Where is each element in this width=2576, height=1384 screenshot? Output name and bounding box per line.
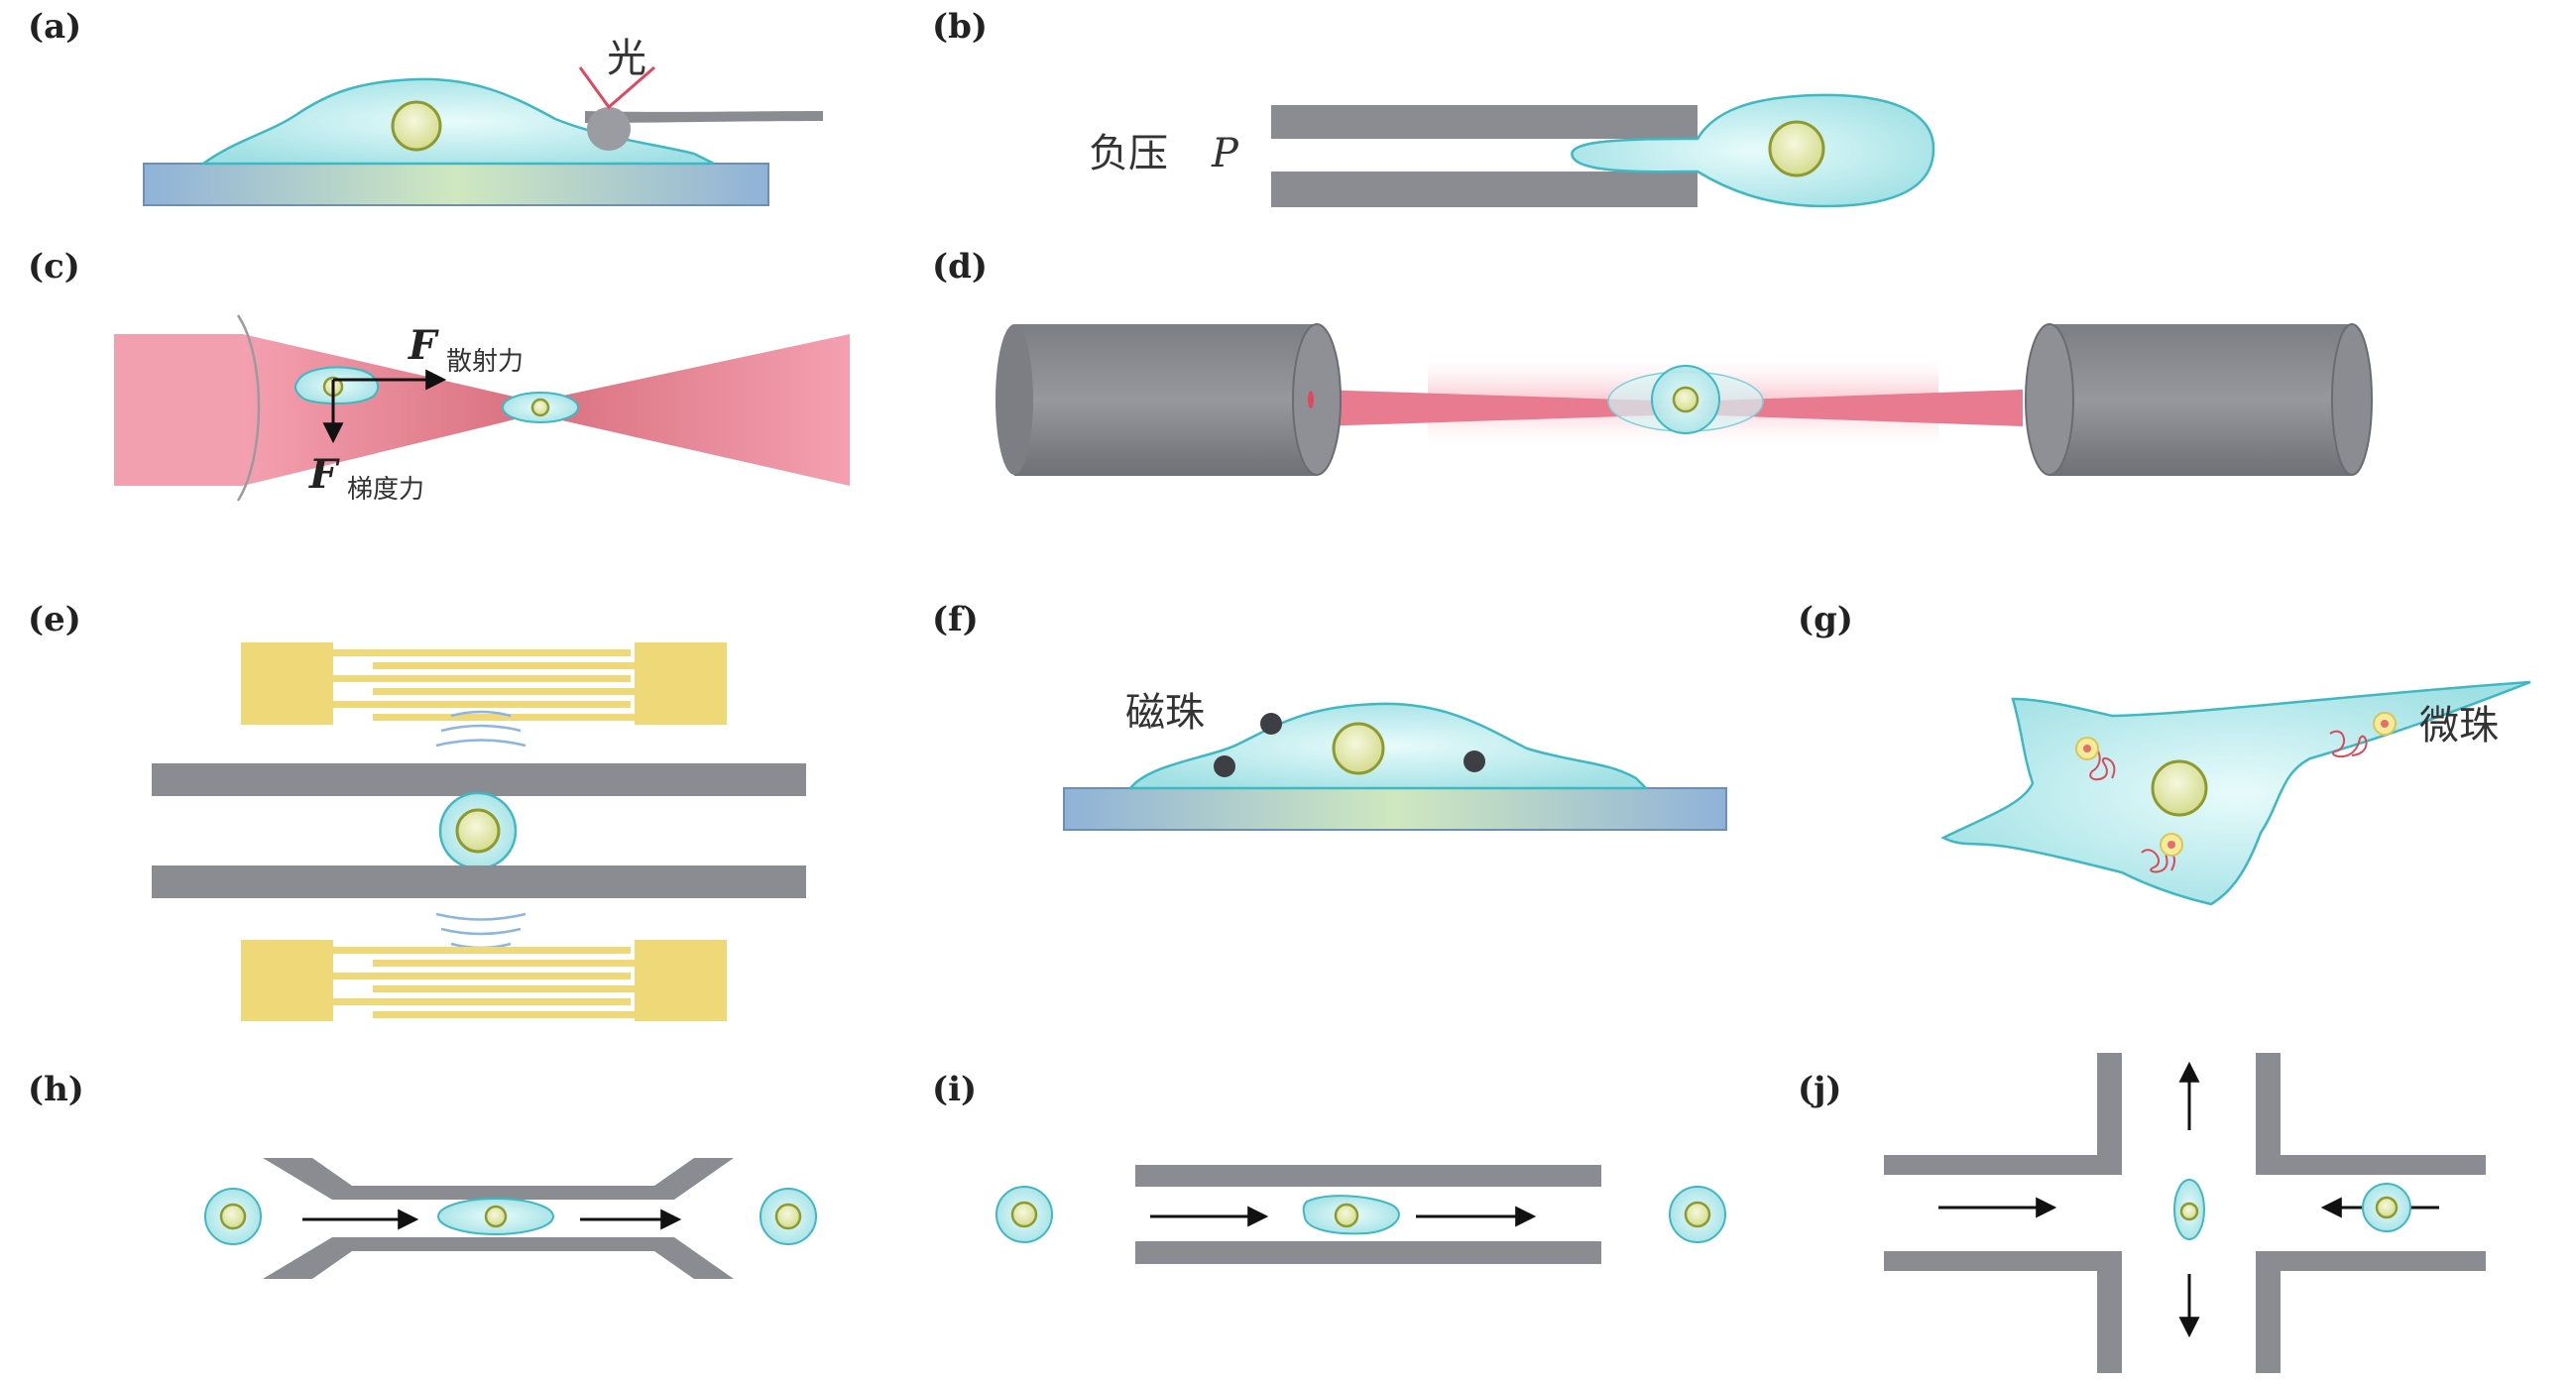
- panel-label-j: (j): [1798, 1070, 1841, 1109]
- panel-label-f: (f): [932, 600, 979, 639]
- light-label: 光: [607, 36, 646, 81]
- gradient-force-label: 梯度力: [347, 475, 424, 505]
- scatter-force-symbol: F: [408, 322, 439, 369]
- afm-cantilever: [585, 111, 823, 123]
- negative-pressure-label: 负压: [1089, 131, 1168, 176]
- junction-wall-upper-left-horizontal: [1884, 1155, 2122, 1175]
- magnetic-bead: [1214, 755, 1235, 777]
- left-fiber-beam: [1319, 390, 1686, 426]
- nucleus: [2151, 759, 2208, 817]
- panel-h: (h): [28, 1070, 817, 1279]
- magnetic-bead: [1260, 713, 1282, 735]
- diverging-beam: [535, 334, 850, 486]
- pressure-symbol: P: [1211, 131, 1239, 176]
- right-fiber: [2025, 323, 2373, 476]
- junction-wall-lower-right-horizontal: [2256, 1251, 2486, 1271]
- junction-wall-upper-left-vertical: [2097, 1053, 2122, 1155]
- constriction-wall-top: [263, 1158, 734, 1200]
- channel-wall-top: [152, 763, 806, 796]
- nucleus: [455, 808, 501, 854]
- adherent-cell: [1127, 702, 1650, 790]
- nucleus: [1672, 386, 1699, 413]
- microbead-core: [2381, 720, 2389, 728]
- nucleus: [2179, 1202, 2199, 1221]
- microbead-core: [2083, 745, 2091, 752]
- nucleus: [774, 1203, 802, 1230]
- panel-label-i: (i): [932, 1070, 977, 1109]
- panel-label-h: (h): [28, 1070, 84, 1109]
- panel-label-e: (e): [28, 600, 81, 639]
- junction-wall-upper-right-vertical: [2256, 1053, 2281, 1155]
- nucleus: [391, 100, 442, 152]
- junction-wall-upper-right-horizontal: [2256, 1155, 2486, 1175]
- idt-electrode-top: [241, 642, 727, 725]
- panel-f: (f) 磁珠: [932, 600, 1727, 831]
- constriction-wall-bottom: [263, 1237, 734, 1279]
- substrate: [143, 163, 769, 206]
- junction-wall-lower-right-vertical: [2256, 1251, 2281, 1373]
- pipette-wall-bottom: [1271, 172, 1698, 207]
- panel-label-d: (d): [932, 247, 988, 287]
- junction-wall-lower-left-horizontal: [1884, 1251, 2122, 1271]
- panel-label-g: (g): [1798, 600, 1853, 639]
- nucleus: [484, 1205, 508, 1228]
- microbead-label: 微珠: [2419, 703, 2499, 749]
- nucleus: [1334, 1203, 1359, 1228]
- nucleus: [2375, 1196, 2399, 1219]
- panel-label-c: (c): [28, 247, 80, 287]
- left-fiber: [995, 323, 1342, 476]
- lens: [236, 314, 261, 502]
- nucleus: [1332, 722, 1385, 775]
- pipette-wall-top: [1271, 105, 1698, 139]
- incident-beam: [114, 334, 243, 486]
- laser-beam-icon: [578, 65, 655, 110]
- nucleus: [1010, 1201, 1038, 1228]
- panel-label-a: (a): [28, 7, 81, 47]
- panel-g: (g) 微珠: [1798, 600, 2531, 906]
- channel-wall-bottom: [1135, 1241, 1601, 1264]
- microbead-core: [2167, 841, 2175, 849]
- panel-b: (b) 负压 P: [932, 7, 1935, 208]
- right-fiber-beam: [1686, 390, 2023, 426]
- afm-probe-bead: [587, 107, 631, 151]
- nucleus: [1768, 120, 1825, 177]
- nucleus: [530, 398, 550, 417]
- scatter-force-label: 散射力: [446, 347, 524, 377]
- acoustic-wave-top-icon: [435, 710, 527, 748]
- panel-d: (d): [932, 247, 2373, 476]
- junction-wall-lower-left-vertical: [2097, 1251, 2122, 1373]
- channel-wall-top: [1135, 1165, 1601, 1187]
- magnetic-bead: [1464, 750, 1485, 772]
- channel-wall-bottom: [152, 865, 806, 898]
- acoustic-wave-bottom-icon: [435, 912, 527, 950]
- panel-a: (a) 光: [28, 7, 823, 206]
- gradient-force-symbol: F: [308, 451, 340, 498]
- substrate: [1063, 787, 1727, 831]
- nucleus: [219, 1203, 247, 1230]
- panel-e: (e): [28, 600, 806, 1021]
- idt-electrode-bottom: [241, 940, 727, 1021]
- nucleus: [1684, 1201, 1711, 1228]
- panel-label-b: (b): [932, 7, 988, 47]
- panel-j: (j): [1798, 1053, 2486, 1373]
- aspirated-cell: [1571, 93, 1935, 208]
- panel-i: (i): [932, 1070, 1726, 1264]
- panel-c: (c) F 散射力 F 梯度力: [28, 247, 850, 505]
- magnetic-bead-label: 磁珠: [1125, 690, 1205, 736]
